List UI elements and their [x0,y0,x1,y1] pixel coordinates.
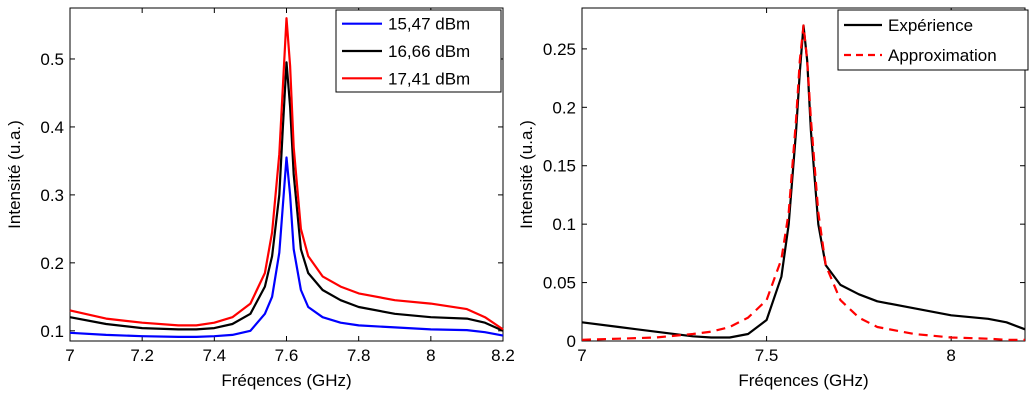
chart-left: 7 7.2 7.4 7.6 7.8 8 8.2 0.1 0.2 0.3 0.4 0.5 Fréqence… [5,7,515,390]
x-tick-label: 7.4 [203,346,227,365]
legend-label: 16,66 dBm [388,42,470,61]
y-tick-label: 0.4 [40,118,64,137]
series-line-1 [581,24,1026,339]
x-tick-label: 8 [946,346,955,365]
series-line-1 [69,156,504,338]
y-tick-label: 0.05 [543,274,576,293]
legend-label: 15,47 dBm [388,15,470,34]
y-tick-label: 0.3 [40,186,64,205]
x-tick-label: 7.6 [275,346,299,365]
x-tick-label: 7 [65,346,74,365]
x-tick-label: 7 [577,346,586,365]
legend-box [837,9,1029,71]
y-tick-label: 0.15 [543,157,576,176]
chart-right: 7 7.5 8 0 0.05 0.1 0.15 0.2 0.25 Fréqences (GHz) I… [517,7,1029,390]
x-tick-label: 7.8 [347,346,371,365]
plot-frame [581,7,1026,342]
x-tick-label: 8 [426,346,435,365]
x-axis-label: Fréqences (GHz) [221,371,351,390]
y-tick-label: 0.1 [40,322,64,341]
legend-label: Expérience [888,16,973,35]
x-axis-label: Fréqences (GHz) [738,371,868,390]
series-line-2 [581,24,1025,341]
series-line-3 [69,17,504,331]
y-axis-label: Intensité (u.a.) [517,120,536,229]
legend-label: Approximation [888,46,997,65]
y-tick-label: 0.5 [40,50,64,69]
y-tick-label: 0.1 [552,215,576,234]
y-tick-label: 0 [567,332,576,351]
series-line-2 [69,61,504,332]
y-tick-label: 0.2 [40,254,64,273]
y-tick-label: 0.2 [552,98,576,117]
x-tick-label: 7.5 [755,346,779,365]
legend-label: 17,41 dBm [388,69,470,88]
y-tick-label: 0.25 [543,40,576,59]
y-axis-label: Intensité (u.a.) [5,120,24,229]
x-tick-label: 8.2 [491,346,515,365]
x-tick-label: 7.2 [130,346,154,365]
